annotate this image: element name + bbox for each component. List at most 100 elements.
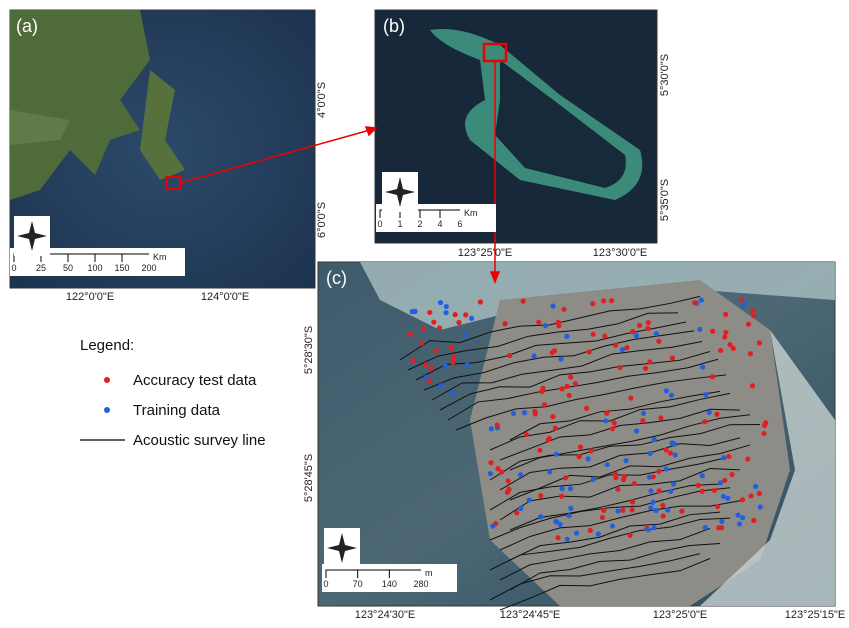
survey-point (629, 507, 634, 512)
survey-point (762, 423, 767, 428)
survey-point (735, 513, 740, 518)
scale-unit: Km (464, 208, 478, 218)
survey-point (556, 320, 561, 325)
survey-point (612, 420, 617, 425)
survey-point (408, 332, 413, 337)
survey-point (750, 383, 755, 388)
legend-item: Training data (133, 402, 221, 419)
survey-point (723, 312, 728, 317)
survey-point (700, 473, 705, 478)
scale-label: 140 (382, 579, 397, 589)
survey-point (542, 402, 547, 407)
lat-label: 4°0'0"S (316, 82, 328, 118)
scale-label: 150 (114, 263, 129, 273)
survey-point (463, 312, 468, 317)
survey-point (554, 452, 559, 457)
scale-label: 0 (377, 219, 382, 229)
lat-label: 5°28'45"S (303, 454, 315, 502)
survey-point (718, 480, 723, 485)
survey-point (588, 528, 593, 533)
panel-c (318, 262, 835, 610)
survey-point (565, 384, 570, 389)
survey-point (568, 506, 573, 511)
survey-point (654, 331, 659, 336)
lon-label: 123°25'15"E (785, 609, 846, 621)
panel-label: (a) (16, 16, 38, 36)
survey-point (450, 391, 455, 396)
survey-point (456, 320, 461, 325)
survey-point (648, 488, 653, 493)
lon-label: 122°0'0"E (66, 291, 114, 303)
survey-point (668, 489, 673, 494)
survey-point (657, 488, 662, 493)
survey-point (604, 411, 609, 416)
survey-point (745, 457, 750, 462)
legend-title: Legend: (80, 337, 134, 354)
figure: (a)4°0'0"S6°0'0"S122°0'0"E124°0'0"E02550… (0, 0, 849, 623)
survey-point (553, 519, 558, 524)
scale-label: 0 (11, 263, 16, 273)
survey-point (451, 354, 456, 359)
lon-label: 123°24'30"E (355, 609, 416, 621)
scale-label: 280 (413, 579, 428, 589)
survey-point (647, 359, 652, 364)
survey-point (751, 313, 756, 318)
survey-point (620, 347, 625, 352)
survey-point (558, 522, 563, 527)
survey-point (560, 486, 565, 491)
survey-point (563, 475, 568, 480)
survey-point (609, 298, 614, 303)
survey-point (710, 374, 715, 379)
survey-point (564, 334, 569, 339)
survey-point (577, 454, 582, 459)
survey-point (650, 500, 655, 505)
survey-point (702, 419, 707, 424)
panel-label: (c) (326, 268, 347, 288)
survey-point (643, 366, 648, 371)
survey-point (627, 533, 632, 538)
survey-point (469, 316, 474, 321)
lon-label: 123°24'45"E (500, 609, 561, 621)
scale-label: 100 (87, 263, 102, 273)
survey-point (648, 451, 653, 456)
survey-point (448, 345, 453, 350)
survey-point (715, 504, 720, 509)
survey-point (661, 513, 666, 518)
survey-point (431, 320, 436, 325)
survey-point (761, 431, 766, 436)
lat-label: 5°35'0"S (659, 179, 671, 221)
survey-point (692, 300, 697, 305)
scale-label: 4 (437, 219, 442, 229)
survey-point (489, 426, 494, 431)
survey-point (648, 505, 653, 510)
lon-label: 123°30'0"E (593, 247, 647, 259)
survey-point (463, 332, 468, 337)
survey-point (601, 508, 606, 513)
survey-point (656, 469, 661, 474)
survey-point (465, 362, 470, 367)
survey-point (423, 362, 428, 367)
survey-point (634, 333, 639, 338)
scale-label: 1 (397, 219, 402, 229)
survey-point (443, 363, 448, 368)
survey-point (651, 474, 656, 479)
survey-point (600, 515, 605, 520)
survey-point (646, 527, 651, 532)
survey-point (758, 504, 763, 509)
survey-point (630, 499, 635, 504)
survey-point (536, 320, 541, 325)
survey-point (670, 355, 675, 360)
survey-point (555, 535, 560, 540)
survey-point (444, 304, 449, 309)
survey-point (522, 410, 527, 415)
survey-point (434, 348, 439, 353)
survey-point (550, 414, 555, 419)
survey-point (748, 351, 753, 356)
survey-point (729, 472, 734, 477)
survey-point (748, 493, 753, 498)
survey-point (757, 340, 762, 345)
survey-point (679, 508, 684, 513)
survey-point (610, 523, 615, 528)
survey-point (753, 484, 758, 489)
survey-point (531, 353, 536, 358)
